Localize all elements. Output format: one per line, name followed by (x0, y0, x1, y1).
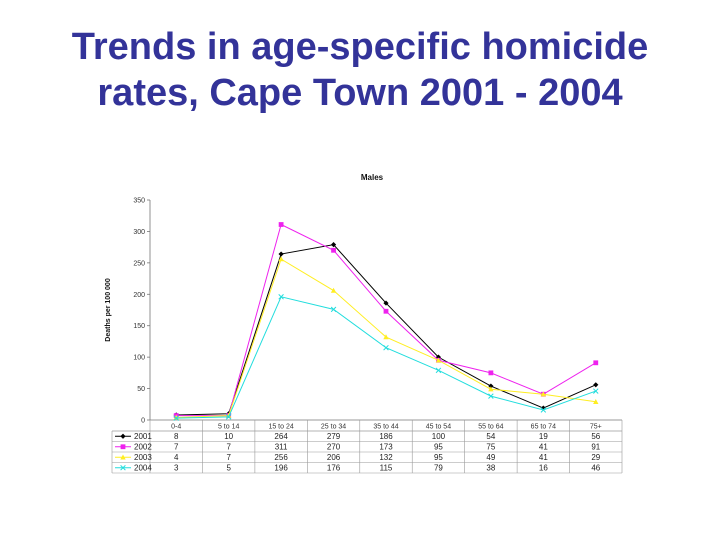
data-point-2004 (540, 407, 547, 413)
table-cell-value: 256 (274, 453, 288, 462)
table-cell-value: 10 (224, 432, 233, 441)
data-point-2001 (330, 242, 337, 248)
table-cell-value: 91 (591, 443, 600, 452)
legend-label: 2004 (134, 464, 152, 473)
table-cell-value: 5 (226, 464, 231, 473)
data-point-2003 (330, 287, 337, 293)
y-axis-label: Deaths per 100 000 (105, 278, 112, 342)
table-cell-value: 41 (539, 453, 548, 462)
table-cell-value: 264 (274, 432, 288, 441)
table-cell-value: 79 (434, 464, 443, 473)
table-cell-value: 46 (591, 464, 600, 473)
data-point-2002 (593, 360, 599, 366)
data-point-2002 (331, 247, 336, 253)
table-cell-value: 206 (327, 453, 341, 462)
data-point-2002 (488, 370, 494, 376)
data-point-2004 (593, 388, 599, 394)
table-cell-value: 3 (174, 464, 179, 473)
y-tick-label: 150 (133, 323, 145, 330)
series-line-2002 (176, 223, 597, 417)
chart-title: Males (361, 173, 384, 182)
table-cell-value: 176 (327, 464, 341, 473)
table-cell-value: 16 (539, 464, 548, 473)
table-cell-value: 279 (327, 432, 341, 441)
x-tick-label: 75+ (590, 424, 602, 431)
legend-marker-2002 (120, 444, 126, 450)
table-cell-value: 132 (379, 453, 393, 462)
table-cell-value: 19 (539, 432, 548, 441)
y-tick-label: 0 (141, 418, 145, 425)
table-cell-value: 100 (432, 432, 446, 441)
data-point-2002 (278, 222, 284, 227)
table-cell-value: 95 (434, 453, 443, 462)
data-point-2003 (488, 386, 494, 392)
data-point-2003 (540, 391, 547, 397)
data-point-2002 (383, 308, 389, 314)
table-cell-value: 49 (486, 453, 495, 462)
legend-marker-2003 (120, 454, 126, 460)
data-point-2001 (435, 354, 442, 360)
table-cell-value: 95 (434, 443, 443, 452)
slide-title-line1: Trends in age-specific homicide (71, 26, 649, 68)
table-cell-value: 173 (379, 443, 393, 452)
table-cell-value: 7 (226, 443, 231, 452)
x-tick-label: 65 to 74 (531, 424, 556, 431)
table-cell-value: 75 (486, 443, 495, 452)
x-tick-label: 5 to 14 (218, 424, 240, 431)
data-point-2004 (173, 415, 179, 421)
y-tick-label: 250 (133, 260, 145, 267)
table-cell-value: 56 (591, 432, 600, 441)
data-point-2004 (225, 414, 232, 420)
table-cell-value: 270 (327, 443, 341, 452)
table-cell-value: 8 (174, 432, 179, 441)
data-point-2001 (540, 405, 546, 411)
data-point-2004 (278, 294, 284, 300)
x-tick-label: 0-4 (171, 424, 181, 431)
slide-title-line2: rates, Cape Town 2001 - 2004 (97, 72, 623, 114)
table-cell-value: 7 (226, 453, 231, 462)
series-line-2004 (176, 296, 596, 419)
x-tick-label: 45 to 54 (426, 424, 451, 431)
data-point-2003 (383, 334, 389, 340)
data-point-2003 (278, 256, 284, 262)
x-tick-label: 25 to 34 (321, 424, 346, 431)
x-tick-label: 35 to 44 (373, 424, 398, 431)
y-tick-label: 50 (137, 386, 145, 393)
y-tick-label: 200 (133, 292, 145, 299)
table-cell-value: 115 (380, 464, 393, 473)
table-cell-value: 41 (539, 443, 548, 452)
x-tick-label: 55 to 64 (478, 424, 503, 431)
table-cell-value: 7 (174, 443, 179, 452)
slide-title: Trends in age-specific homicide rates, C… (0, 24, 720, 116)
data-point-2001 (383, 300, 389, 306)
data-point-2001 (593, 382, 599, 388)
data-point-2003 (435, 357, 442, 363)
legend-label: 2003 (134, 453, 152, 462)
y-tick-label: 100 (133, 355, 145, 362)
data-point-2001 (488, 383, 494, 389)
table-cell-value: 4 (174, 453, 179, 462)
data-point-2004 (488, 393, 494, 399)
data-point-2004 (435, 367, 442, 374)
y-tick-label: 350 (133, 198, 145, 205)
data-point-2004 (383, 344, 389, 351)
x-tick-label: 15 to 24 (268, 424, 293, 431)
data-point-2003 (593, 398, 599, 404)
table-cell-value: 29 (591, 453, 600, 462)
table-cell-value: 54 (486, 432, 495, 441)
table-cell-value: 311 (275, 443, 288, 452)
y-tick-label: 300 (133, 229, 145, 236)
table-cell-value: 186 (379, 432, 393, 441)
legend-label: 2001 (134, 432, 152, 441)
legend-marker-2001 (120, 433, 126, 439)
data-point-2001 (278, 251, 284, 257)
table-cell-value: 196 (274, 464, 288, 473)
table-cell-value: 38 (486, 464, 495, 473)
data-point-2004 (330, 306, 337, 313)
legend-label: 2002 (134, 443, 152, 452)
legend-marker-2004 (120, 464, 126, 471)
